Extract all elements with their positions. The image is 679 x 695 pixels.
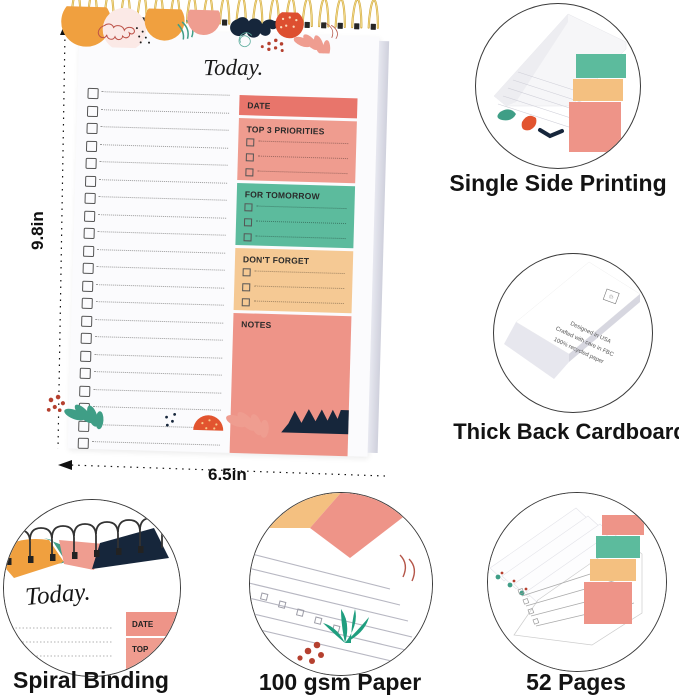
- svg-text:DATE: DATE: [132, 620, 154, 629]
- svg-text:Today.: Today.: [24, 578, 91, 611]
- svg-text:TOP: TOP: [132, 645, 149, 654]
